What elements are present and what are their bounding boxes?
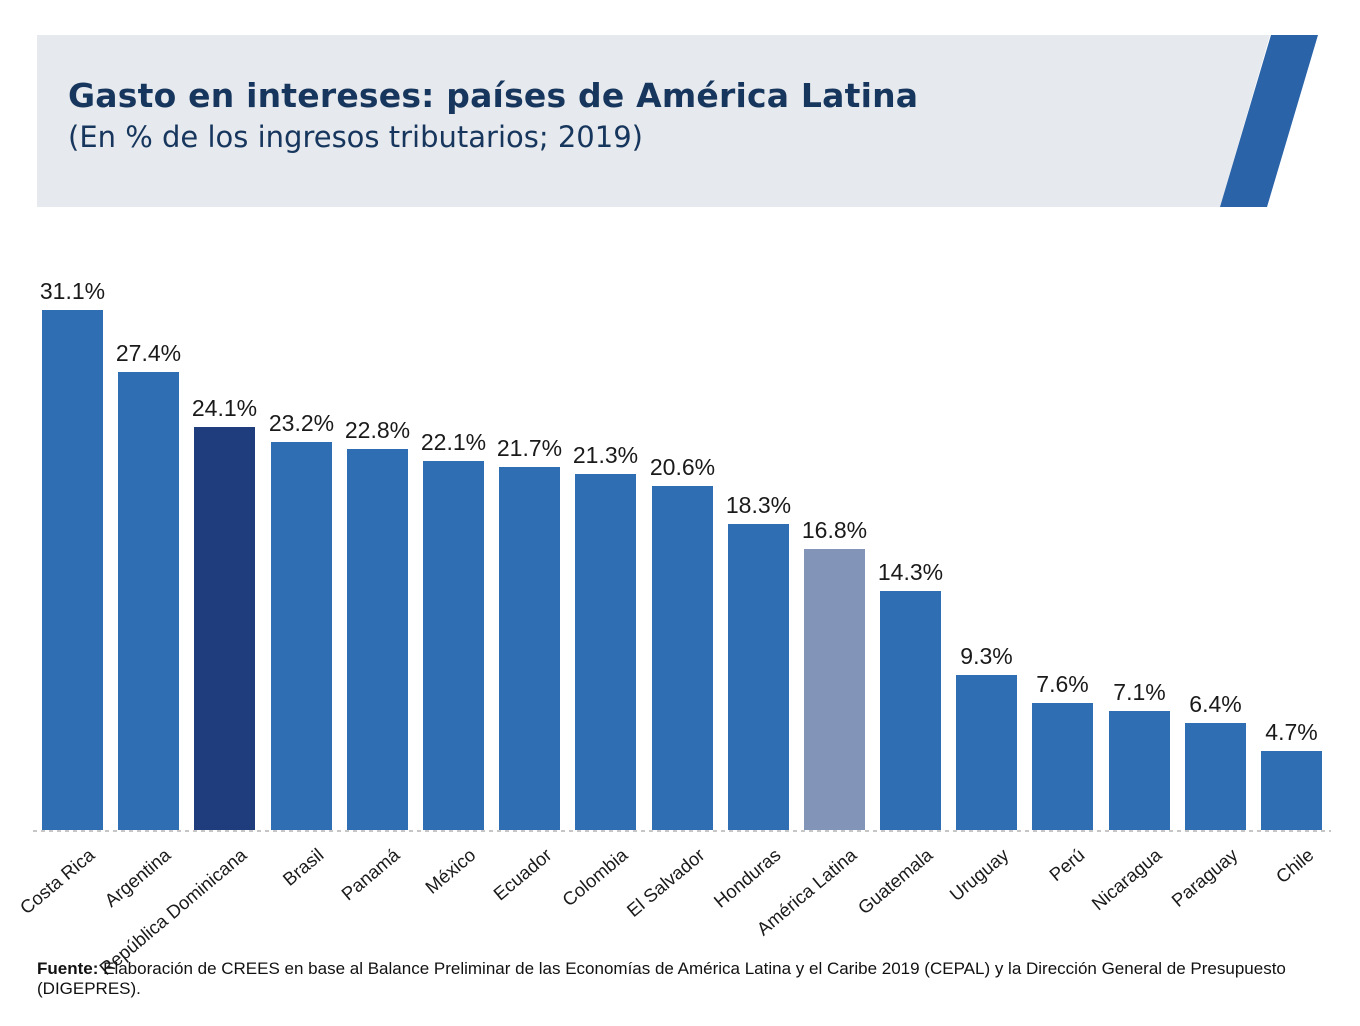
bar-chile [1261,751,1322,830]
x-axis-baseline [33,830,1331,832]
bar-chart: 31.1% 27.4% 24.1% 23.2% 22.8% 22.1% 21.7% 21.3%… [33,270,1331,832]
value-label-america-latina: 16.8% [801,517,868,543]
bar-ecuador [499,467,560,830]
value-label-uruguay: 9.3% [960,643,1013,669]
value-label-peru: 7.6% [1036,671,1089,697]
bar-paraguay [1185,723,1246,830]
bar-honduras [728,524,789,830]
header-band: Gasto en intereses: países de América La… [37,35,1270,207]
bar-republica-dominicana [194,427,255,830]
value-label-ecuador: 21.7% [496,435,563,461]
bar-costa-rica [42,310,103,830]
value-label-costa-rica: 31.1% [39,278,106,304]
bar-argentina [118,372,179,830]
bar-nicaragua [1109,711,1170,830]
value-label-brasil: 23.2% [268,410,335,436]
bar-colombia [575,474,636,830]
bar-brasil [271,442,332,830]
bar-uruguay [956,675,1017,830]
value-label-honduras: 18.3% [725,492,792,518]
bar-mexico [423,461,484,830]
source-label: Fuente: [37,959,99,978]
bar-guatemala [880,591,941,830]
value-label-colombia: 21.3% [572,442,639,468]
value-label-argentina: 27.4% [115,340,182,366]
source-text: Elaboración de CREES en base al Balance … [37,959,1286,998]
chart-title: Gasto en intereses: países de América La… [68,76,919,115]
value-label-nicaragua: 7.1% [1113,679,1166,705]
bar-peru [1032,703,1093,830]
value-label-chile: 4.7% [1265,719,1318,745]
value-label-panama: 22.8% [344,417,411,443]
value-label-republica-dominicana: 24.1% [191,395,258,421]
value-label-paraguay: 6.4% [1189,691,1242,717]
bar-el-salvador [652,486,713,830]
chart-subtitle: (En % de los ingresos tributarios; 2019) [68,120,643,154]
value-label-guatemala: 14.3% [877,559,944,585]
bar-america-latina [804,549,865,830]
bar-panama [347,449,408,830]
source-note: Fuente: Elaboración de CREES en base al … [37,959,1360,999]
value-label-mexico: 22.1% [420,429,487,455]
value-label-el-salvador: 20.6% [649,454,716,480]
